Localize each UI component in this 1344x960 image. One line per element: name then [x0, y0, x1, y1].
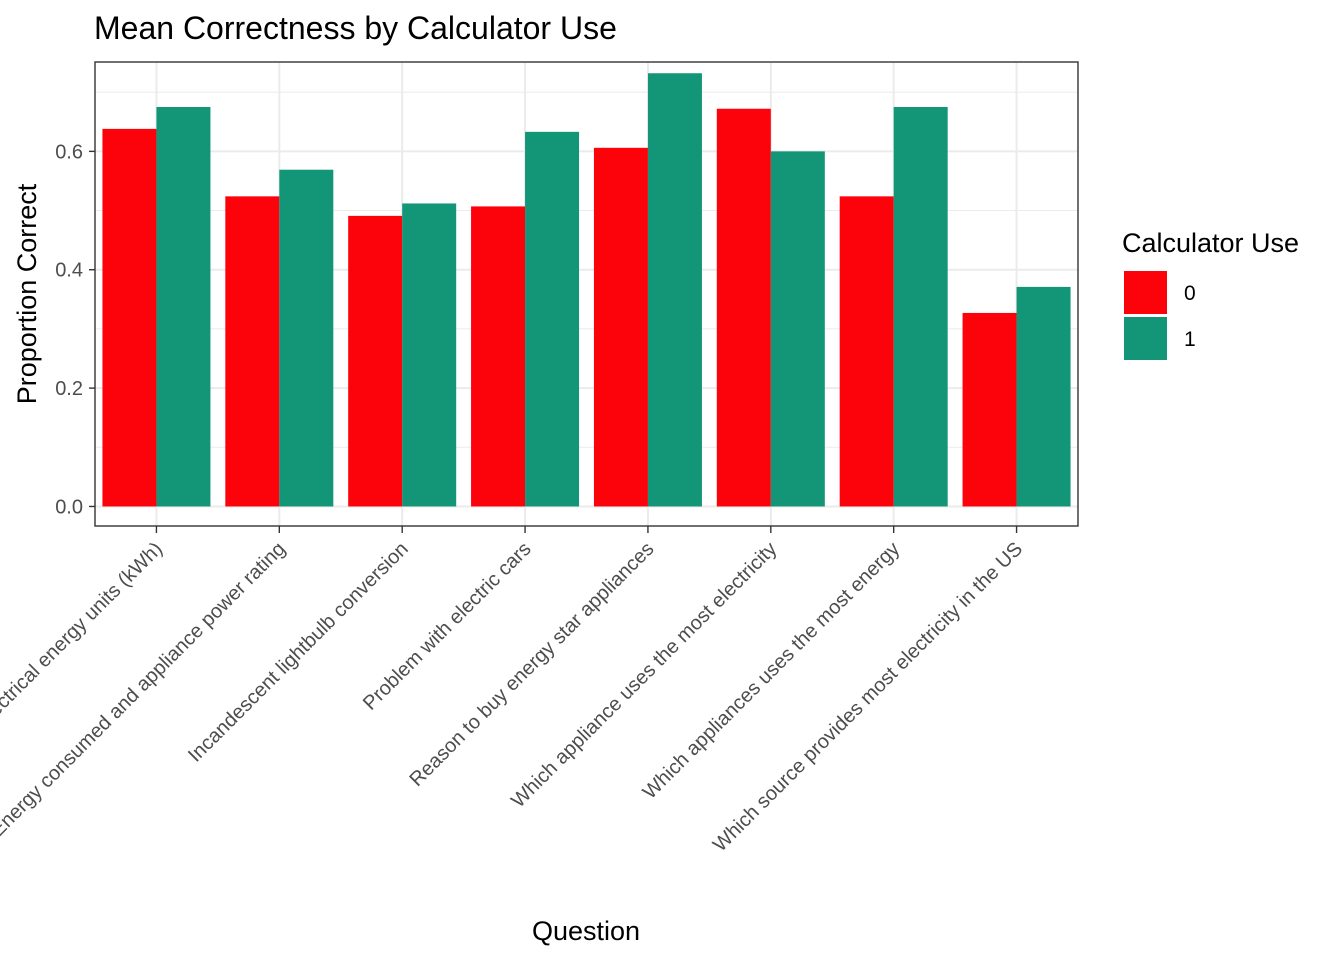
- bar-series-1-cat-5: [647, 73, 702, 507]
- legend-title: Calculator Use: [1122, 228, 1299, 258]
- bar-series-1-cat-3: [402, 203, 457, 507]
- y-tick-label: 0.6: [55, 141, 83, 163]
- bar-series-1-cat-6: [770, 151, 825, 507]
- y-tick-label: 0.2: [55, 378, 83, 400]
- y-tick-label: 0.4: [55, 260, 83, 282]
- bar-series-0-cat-7: [839, 196, 894, 507]
- bar-series-0-cat-5: [593, 147, 648, 507]
- plot-border: [94, 61, 1079, 527]
- legend-key-0: [1124, 271, 1167, 314]
- bar-series-0-cat-2: [225, 196, 280, 507]
- bar-series-0-cat-4: [471, 206, 526, 507]
- bar-series-1-cat-8: [1016, 286, 1071, 507]
- chart-title: Mean Correctness by Calculator Use: [94, 10, 617, 46]
- bar-series-0-cat-1: [102, 128, 157, 507]
- legend-label-1: 1: [1184, 328, 1196, 351]
- bar-series-1-cat-4: [525, 131, 580, 507]
- x-tick-label: Electrical energy units (kWh): [0, 538, 167, 734]
- x-tick-label: Which appliance uses the most electricit…: [507, 538, 781, 812]
- x-axis-title: Question: [532, 916, 640, 946]
- legend-key-1: [1124, 317, 1167, 360]
- x-tick-label: Incandescent lightbulb conversion: [184, 538, 413, 767]
- x-tick-label: Which appliances uses the most energy: [639, 538, 905, 804]
- legend-label-0: 0: [1184, 282, 1196, 305]
- y-tick-label: 0.0: [55, 496, 83, 518]
- y-axis-title: Proportion Correct: [12, 183, 42, 404]
- bars: [102, 73, 1071, 507]
- bar-series-1-cat-2: [279, 169, 334, 507]
- bar-series-1-cat-1: [156, 106, 211, 507]
- legend: Calculator Use 0 1: [1122, 228, 1299, 360]
- x-tick-label: Reason to buy energy star appliances: [405, 538, 658, 791]
- bar-series-0-cat-6: [716, 108, 771, 507]
- bar-series-1-cat-7: [893, 106, 948, 507]
- bar-series-0-cat-8: [962, 312, 1017, 507]
- bar-series-0-cat-3: [348, 215, 403, 507]
